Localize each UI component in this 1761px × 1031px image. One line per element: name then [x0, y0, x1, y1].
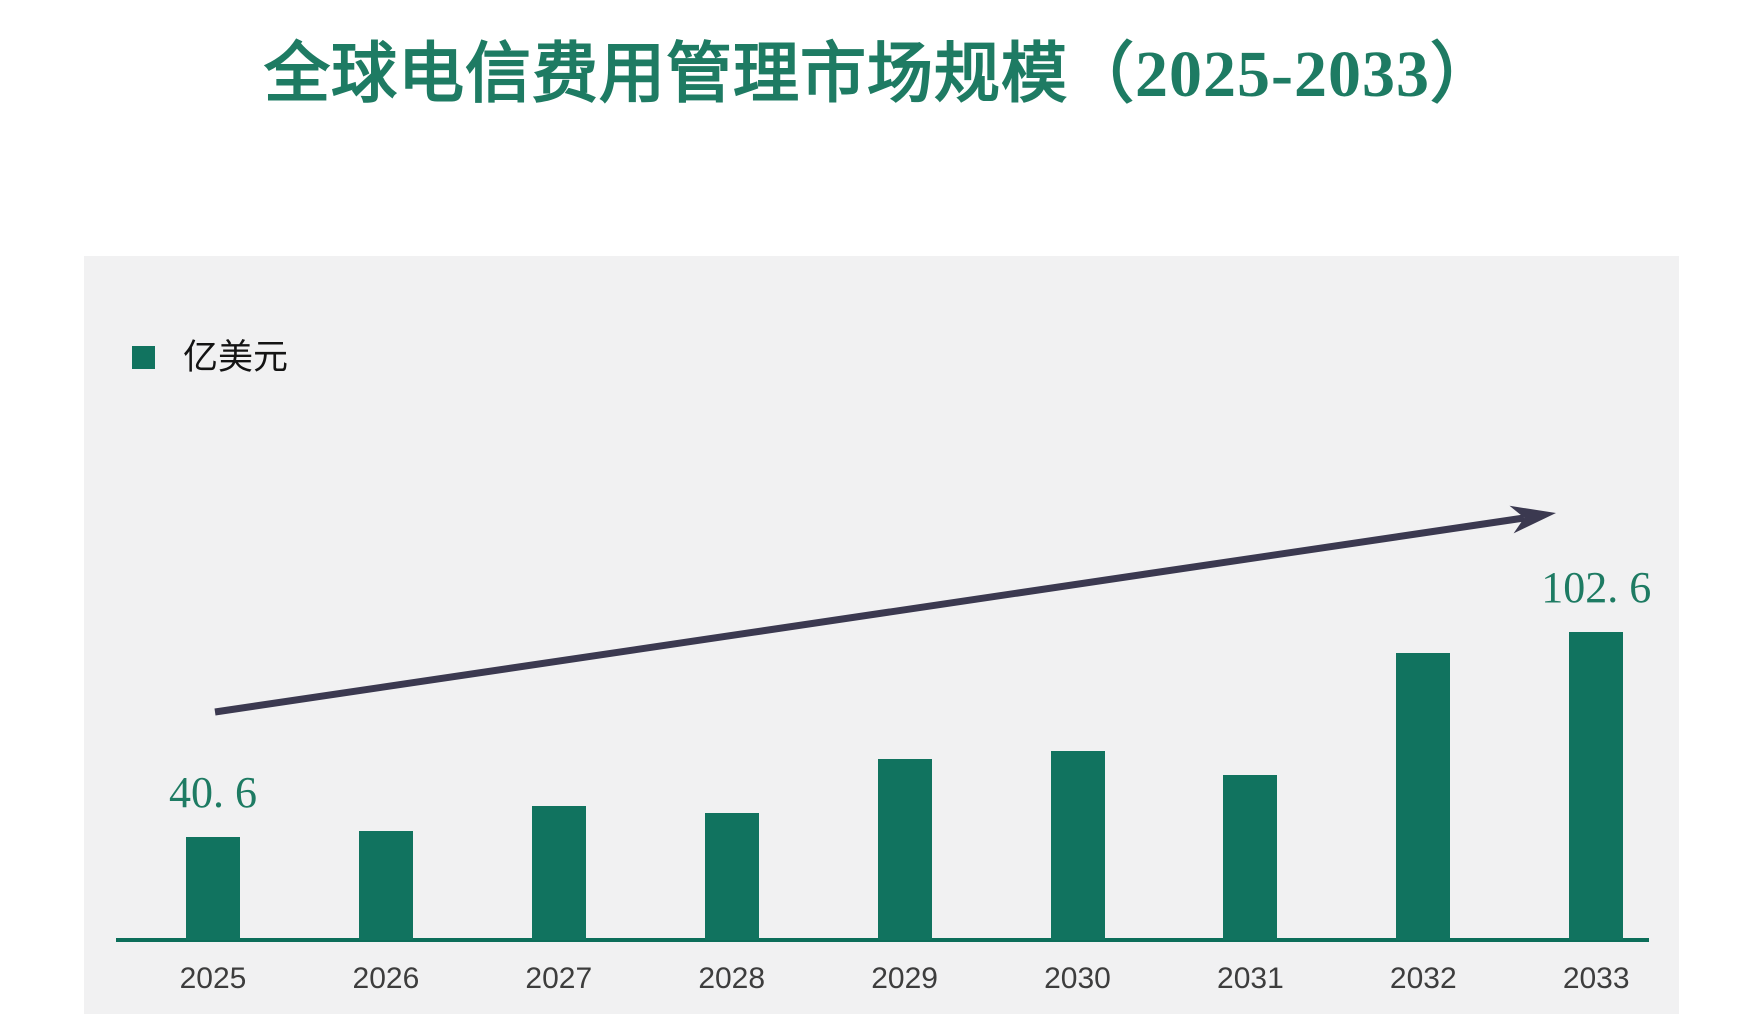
x-axis-line	[116, 938, 1649, 942]
bar-2026	[358, 831, 413, 940]
value-label-2025: 40. 6	[169, 768, 257, 817]
bar-2033	[1569, 632, 1624, 940]
value-label-2033: 102. 6	[1541, 563, 1652, 612]
x-axis-label-2028: 2028	[698, 962, 766, 995]
x-axis-label-2030: 2030	[1044, 962, 1111, 995]
x-axis-label-2029: 2029	[871, 962, 938, 995]
chart-title: 全球电信费用管理市场规模（2025-2033）	[264, 38, 1497, 111]
x-axis-label-2033: 2033	[1562, 962, 1630, 995]
bar-2032	[1396, 653, 1451, 940]
legend-swatch-icon	[132, 346, 155, 369]
x-axis-label-2025: 2025	[179, 962, 247, 995]
legend: 亿美元	[132, 340, 288, 375]
bar-2031	[1223, 775, 1278, 940]
legend-label: 亿美元	[183, 338, 289, 377]
bar-2030	[1050, 751, 1105, 940]
chart-panel: 亿美元 2025 40. 6 2026 2027 2028 2029 2030 2031 203…	[84, 256, 1679, 1014]
trend-arrow	[214, 505, 1556, 716]
x-axis-label-2031: 2031	[1217, 962, 1284, 995]
bar-2027	[531, 806, 586, 940]
x-axis-label-2032: 2032	[1389, 962, 1457, 995]
bar-2025	[186, 837, 240, 940]
bar-2029	[877, 759, 932, 940]
x-axis-label-2027: 2027	[525, 962, 593, 995]
bar-2028	[704, 813, 759, 940]
x-axis-label-2026: 2026	[352, 962, 420, 995]
